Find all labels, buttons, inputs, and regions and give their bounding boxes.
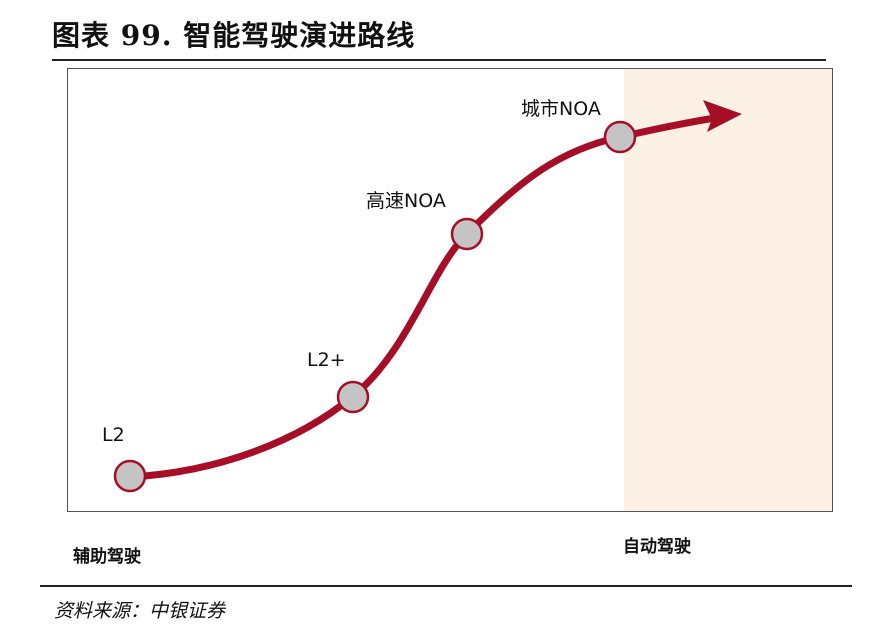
region-label-autonomous: 自动驾驶 <box>623 537 691 557</box>
node-city-noa <box>603 120 637 154</box>
stage-label-highway-noa: 高速NOA <box>366 190 446 212</box>
title-rule <box>52 59 826 61</box>
node-l2plus <box>336 380 370 414</box>
autonomous-region-shade <box>624 69 832 511</box>
source-rule <box>40 585 852 587</box>
source-note: 资料来源：中银证券 <box>54 600 226 622</box>
diagram-frame <box>67 68 833 512</box>
evolution-curve <box>126 114 719 481</box>
arrow-head-icon <box>703 100 742 132</box>
node-highway-noa <box>450 217 484 251</box>
stage-label-l2plus: L2+ <box>307 349 346 371</box>
stage-label-city-noa: 城市NOA <box>521 98 601 120</box>
region-label-assisted: 辅助驾驶 <box>73 547 141 567</box>
node-l2 <box>113 459 147 493</box>
stage-label-l2: L2 <box>102 424 125 446</box>
figure-title: 图表 99. 智能驾驶演进路线 <box>52 19 416 52</box>
